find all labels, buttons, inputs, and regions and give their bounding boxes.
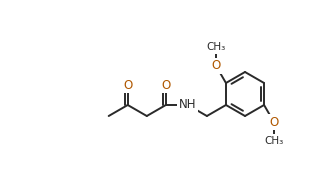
Text: O: O — [161, 79, 170, 92]
Text: O: O — [211, 59, 221, 72]
Text: O: O — [269, 116, 279, 129]
Text: NH: NH — [179, 98, 197, 112]
Text: CH₃: CH₃ — [207, 42, 226, 52]
Text: O: O — [123, 79, 132, 92]
Text: CH₃: CH₃ — [264, 136, 284, 146]
